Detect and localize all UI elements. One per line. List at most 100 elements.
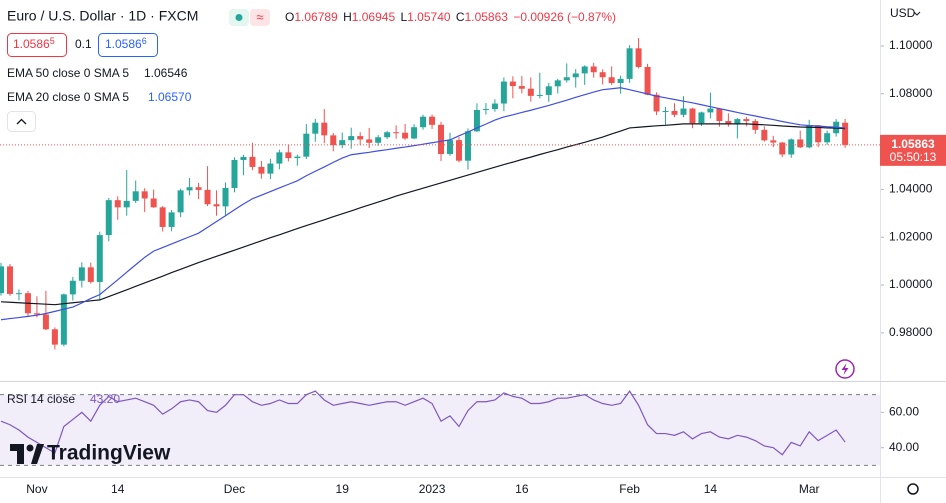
candle-body (779, 142, 786, 155)
ohlc-letter: O (285, 10, 294, 24)
ohlc-value: 1.06789 (294, 10, 338, 24)
y-tick-label: 40.00 (889, 440, 919, 454)
candle-body (572, 73, 579, 78)
logo-slash (31, 444, 44, 464)
candle-body (0, 266, 4, 294)
price-tag-value: 1.05863 (891, 137, 935, 151)
candle-body (482, 109, 489, 111)
ohlc-value: 1.06945 (352, 10, 396, 24)
candle-body (267, 163, 274, 174)
candle-body (51, 329, 58, 345)
collapse-legend-button[interactable] (7, 111, 36, 132)
lightning-icon (841, 363, 849, 375)
spread: 0.1 (75, 37, 92, 51)
candle-body (213, 204, 220, 207)
y-tick-label: 1.10000 (889, 38, 933, 52)
ema20-value: 1.06570 (148, 90, 192, 104)
rsi-band (0, 394, 880, 466)
y-tick-label: 0.98000 (889, 325, 933, 339)
rsi-line (0, 390, 846, 456)
y-tick-label: 60.00 (889, 405, 919, 419)
candle-body (294, 156, 301, 159)
candle-body (581, 66, 588, 74)
y-tick-label: 1.02000 (889, 229, 933, 243)
buy-price: 1.05866 (105, 36, 147, 51)
logo-dot (26, 444, 34, 452)
sell-button[interactable] (7, 33, 67, 57)
buy-price-main: 1.0586 (105, 37, 142, 51)
candle-body (797, 139, 804, 148)
candle-body (473, 110, 480, 132)
candle-body (653, 94, 660, 112)
candle-body (123, 200, 130, 208)
x-tick-label: 14 (111, 482, 125, 496)
chevron-up-icon (16, 118, 27, 125)
price-tag-bg (880, 134, 946, 166)
candle-body (824, 133, 831, 143)
x-tick-label: 14 (704, 482, 718, 496)
candle-body (114, 200, 121, 208)
candle-body (590, 66, 597, 73)
candle-body (725, 121, 732, 125)
candle-body (87, 267, 94, 282)
change: −0.00926 (−0.87%) (513, 10, 616, 24)
rsi-value: 43.20 (90, 392, 120, 406)
candle-body (339, 140, 346, 146)
ema-line (0, 123, 846, 306)
candle-body (644, 66, 651, 95)
candle-body (509, 81, 516, 87)
currency-label[interactable]: USD (890, 6, 916, 20)
candle-body (842, 122, 849, 145)
candle-body (626, 48, 633, 79)
buy-button[interactable] (98, 33, 158, 57)
candle-body (105, 200, 112, 236)
tradingview-logo: TradingView (10, 442, 171, 465)
candle-body (689, 108, 696, 124)
approx-icon: ≈ (256, 9, 263, 24)
market-open-dot (235, 14, 243, 21)
x-tick-label: 19 (336, 482, 350, 496)
marks: 0.980001.000001.020001.040001.060001.080… (0, 38, 933, 496)
candle-body (464, 131, 471, 161)
sell-price: 1.05865 (13, 36, 55, 51)
candle-body (527, 88, 534, 96)
candle-body (420, 116, 427, 128)
candle-body (402, 132, 409, 139)
candle-body (429, 116, 436, 125)
candle-body (249, 156, 256, 167)
candle-body (186, 187, 193, 191)
candle-body (761, 129, 768, 141)
candle-body (330, 135, 337, 146)
candle-body (240, 156, 247, 160)
candle-body (69, 280, 76, 295)
candle-body (563, 77, 570, 81)
candle-body (33, 313, 40, 315)
candle-body (608, 77, 615, 83)
ema20-legend: EMA 20 close 0 SMA 5 (7, 90, 129, 104)
candle-body (617, 78, 624, 83)
candle-body (500, 81, 507, 104)
candle-body (384, 132, 391, 138)
candle-body (168, 212, 175, 227)
candle-body (491, 103, 498, 110)
candle-body (312, 122, 319, 134)
settings-icon[interactable] (907, 483, 919, 495)
data-notice[interactable] (250, 9, 270, 26)
candle-body (455, 140, 462, 161)
candle-body (159, 207, 166, 227)
candle-body (447, 140, 453, 155)
candle-body (222, 187, 229, 207)
rsi-legend: RSI 14 close (7, 392, 75, 406)
candle-body (698, 112, 705, 124)
candle-body (411, 127, 418, 139)
candle-body (599, 72, 606, 78)
symbol-title: Euro / U.S. Dollar · 1D · FXCM (7, 8, 198, 24)
sell-price-main: 1.0586 (13, 37, 50, 51)
x-tick-label: 2023 (419, 482, 446, 496)
buy-pip: 6 (142, 36, 147, 46)
ohlc-value: 1.05740 (407, 10, 451, 24)
candle-body (743, 119, 750, 122)
x-tick-label: Nov (26, 482, 47, 496)
candle-body (285, 152, 292, 159)
